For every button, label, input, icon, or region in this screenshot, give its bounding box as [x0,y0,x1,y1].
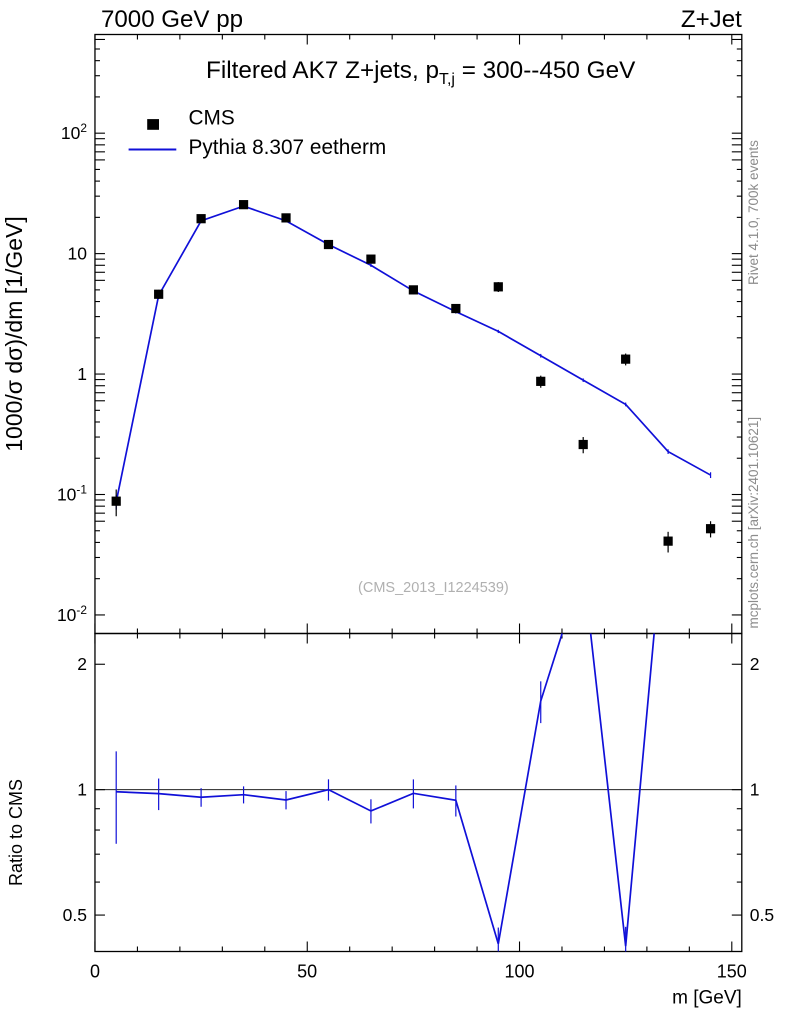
svg-text:(CMS_2013_I1224539): (CMS_2013_I1224539) [358,580,509,596]
svg-text:10-2: 10-2 [57,603,87,625]
svg-text:2: 2 [750,654,760,674]
svg-text:10: 10 [68,244,88,264]
svg-text:0: 0 [90,962,100,982]
svg-text:Filtered AK7 Z+jets, pT,j = 30: Filtered AK7 Z+jets, pT,j = 300--450 GeV [206,57,636,88]
svg-text:Ratio to CMS: Ratio to CMS [6,779,26,886]
svg-text:Z+Jet: Z+Jet [681,6,742,33]
svg-text:1000/σ dσ)/dm [1/GeV]: 1000/σ dσ)/dm [1/GeV] [1,216,27,452]
svg-text:102: 102 [61,121,87,143]
svg-text:100: 100 [504,962,534,982]
svg-text:2: 2 [77,654,87,674]
svg-text:7000 GeV pp: 7000 GeV pp [101,6,243,33]
svg-text:mcplots.cern.ch [arXiv:2401.10: mcplots.cern.ch [arXiv:2401.10621] [746,417,761,629]
svg-text:0.5: 0.5 [63,905,87,925]
svg-text:CMS: CMS [189,107,235,130]
svg-text:Pythia 8.307 eetherm: Pythia 8.307 eetherm [189,136,387,159]
svg-text:50: 50 [297,962,317,982]
svg-text:0.5: 0.5 [750,905,774,925]
svg-text:1: 1 [77,780,87,800]
svg-text:m [GeV]: m [GeV] [672,988,742,1009]
svg-text:150: 150 [717,962,747,982]
svg-text:1: 1 [750,780,760,800]
svg-text:10-1: 10-1 [57,483,87,505]
svg-text:Rivet 4.1.0, 700k events: Rivet 4.1.0, 700k events [746,140,761,285]
svg-text:1: 1 [77,364,87,384]
